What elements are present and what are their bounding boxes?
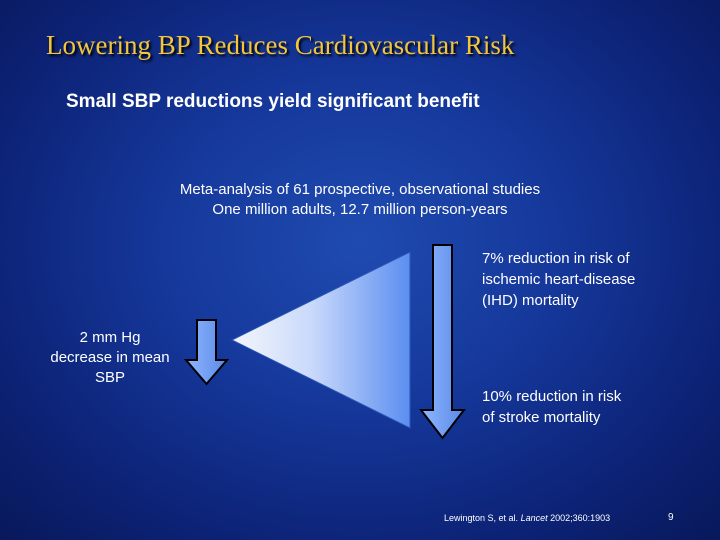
meta-analysis-line-2: One million adults, 12.7 million person-… bbox=[212, 201, 508, 218]
sbp-decrease-line-3: SBP bbox=[94, 369, 125, 386]
page-number: 9 bbox=[668, 512, 674, 523]
citation: Lewington S, et al. Lancet 2002;360:1903 bbox=[444, 513, 610, 523]
ihd-reduction-line-2: ischemic heart-disease bbox=[482, 271, 636, 288]
citation-journal: Lancet bbox=[520, 513, 548, 523]
ihd-reduction-line-3: (IHD) mortality bbox=[482, 292, 579, 309]
citation-prefix: Lewington S, et al. bbox=[444, 513, 521, 523]
page-subtitle: Small SBP reductions yield significant b… bbox=[66, 91, 480, 112]
down-arrow-icon bbox=[183, 319, 230, 386]
meta-analysis-line-1: Meta-analysis of 61 prospective, observa… bbox=[179, 181, 541, 198]
stroke-reduction-line-1: 10% reduction in risk bbox=[482, 388, 622, 405]
down-arrow-icon bbox=[418, 244, 467, 440]
citation-suffix: 2002;360:1903 bbox=[547, 513, 611, 523]
triangle-shape bbox=[230, 251, 411, 429]
sbp-decrease-line-1: 2 mm Hg bbox=[79, 329, 141, 346]
ihd-reduction-line-1: 7% reduction in risk of bbox=[482, 250, 630, 267]
stroke-reduction-line-2: of stroke mortality bbox=[482, 409, 601, 426]
page-title: Lowering BP Reduces Cardiovascular Risk bbox=[46, 30, 515, 60]
sbp-decrease-line-2: decrease in mean bbox=[50, 349, 170, 366]
